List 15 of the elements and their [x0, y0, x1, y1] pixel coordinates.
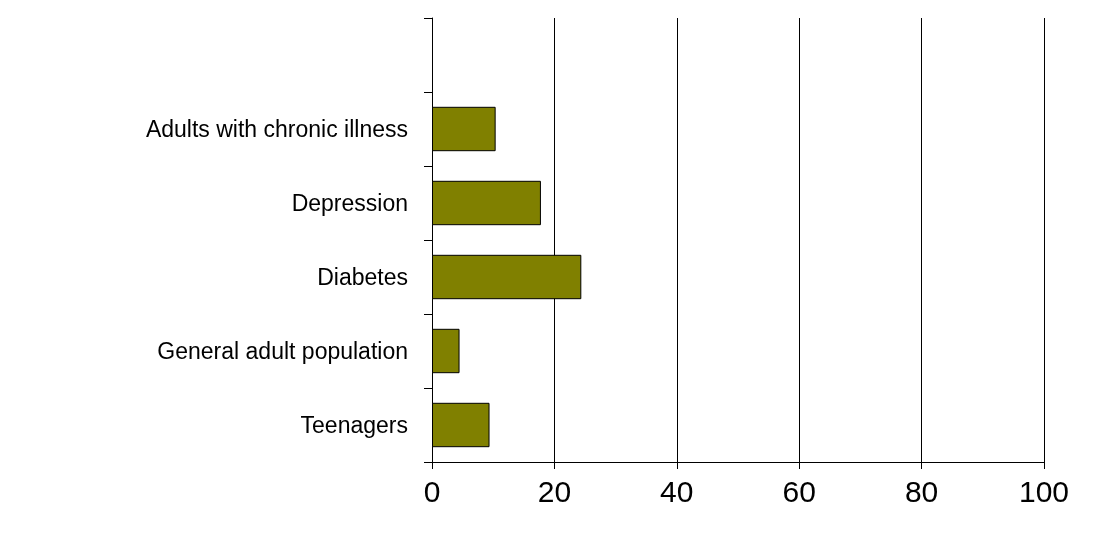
x-tick-label: 60	[782, 474, 816, 508]
x-tick-label: 20	[537, 474, 572, 508]
bar	[432, 180, 541, 226]
x-tick-label: 80	[904, 474, 939, 508]
y-tick-label: Teenagers	[300, 412, 408, 438]
y-tick-label: Diabetes	[317, 264, 408, 290]
bar	[432, 328, 460, 374]
x-tick-label: 40	[660, 474, 694, 508]
y-tick-label: Depression	[291, 190, 408, 216]
y-tick-label: General adult population	[157, 338, 408, 364]
x-tick-label: 0	[423, 474, 441, 508]
bar	[432, 402, 490, 448]
x-tick-label: 100	[1018, 474, 1070, 508]
bar	[432, 106, 496, 152]
y-tick-label: Adults with chronic illness	[145, 116, 408, 142]
